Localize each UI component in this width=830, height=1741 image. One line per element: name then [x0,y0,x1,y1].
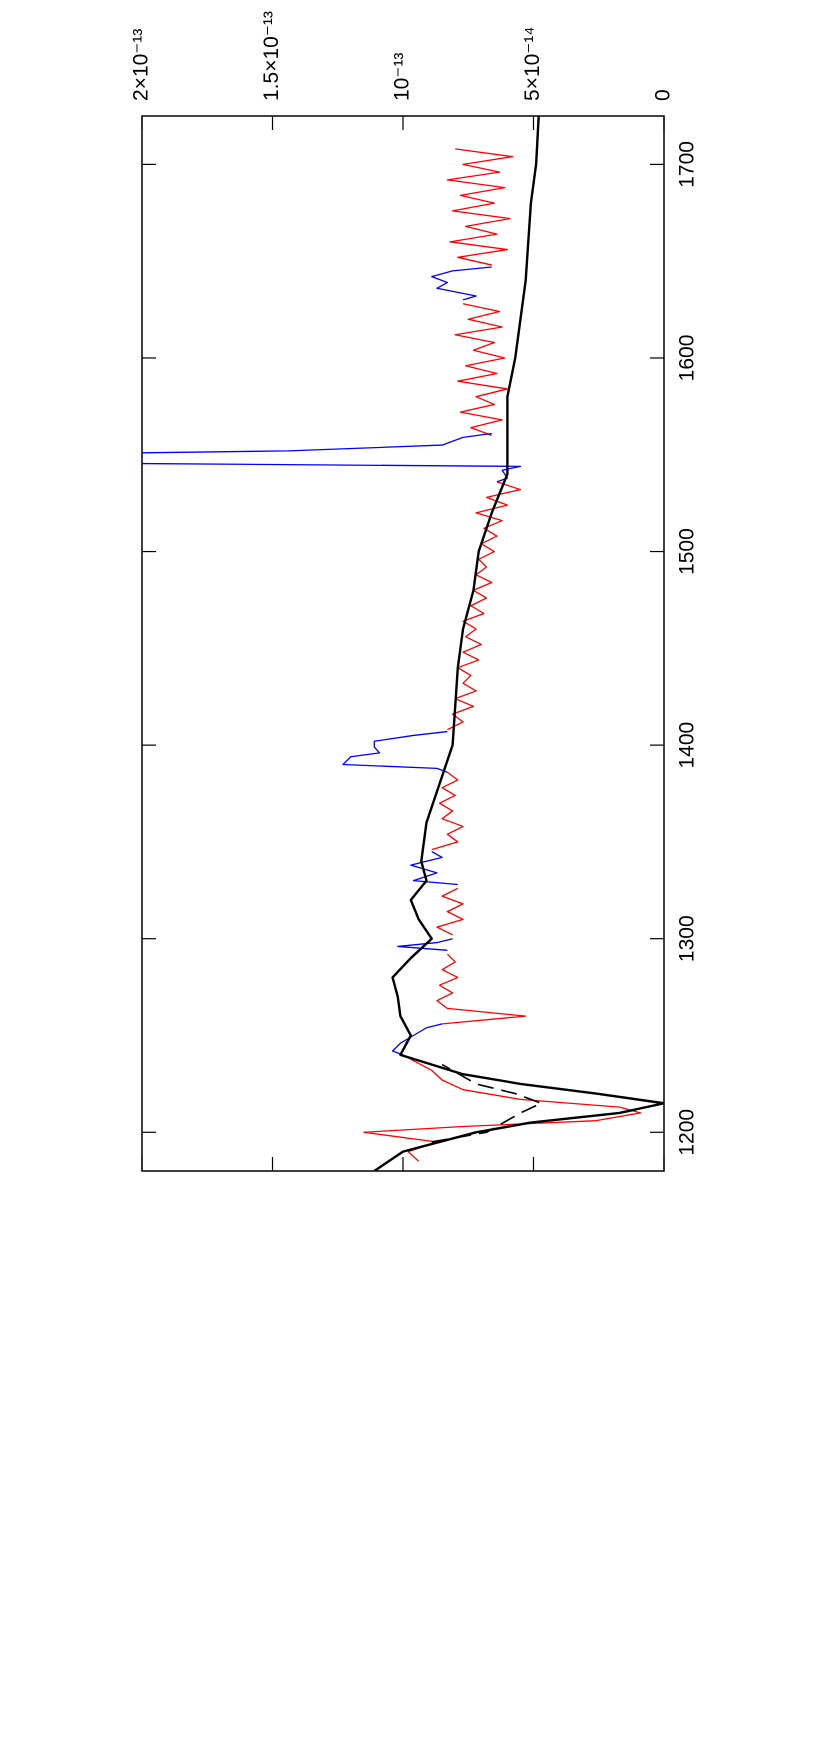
spectrum-line [373,116,664,1171]
x-tick-label: 1600 [676,335,699,382]
plot-area: 1200 1300 1400 1500 1600 1700 0 5×10⁻¹⁴ 10⁻¹³ 1.5… [130,11,699,1172]
x-tick-label: 1300 [676,915,699,962]
x-tick-label: 1700 [676,141,699,188]
plot-frame [141,115,665,1172]
x-tick-label: 1400 [676,722,699,769]
y-tick-label: 10⁻¹³ [391,53,414,101]
spectrum-line [142,266,522,1056]
y-tick-label: 0 [652,89,675,101]
x-tick-label: 1200 [676,1109,699,1156]
spectrum-line [363,148,642,1162]
x-tick-label: 1500 [676,528,699,575]
spectrum-line [431,1063,543,1143]
y-tick-label: 2×10⁻¹³ [130,29,153,101]
y-tick-label: 5×10⁻¹⁴ [521,27,544,101]
y-tick-label: 1.5×10⁻¹³ [260,11,283,101]
